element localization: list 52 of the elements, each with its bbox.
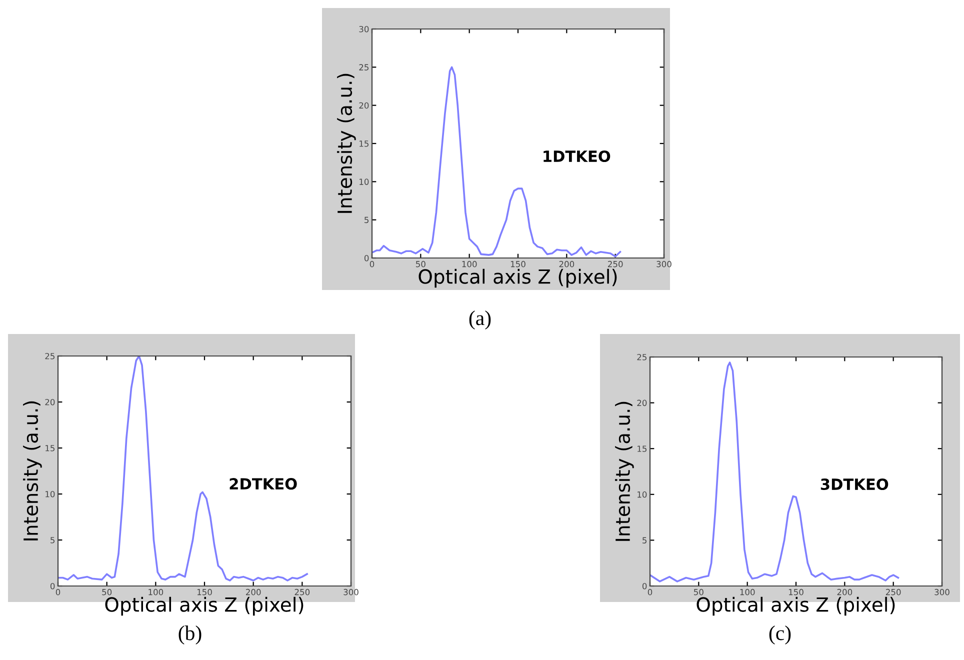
x-tick-label: 150 xyxy=(510,260,526,268)
x-tick-label: 250 xyxy=(886,588,901,596)
y-tick-label: 15 xyxy=(46,445,54,452)
x-tick-label: 250 xyxy=(294,588,310,596)
annotation: 3DTKEO xyxy=(820,478,888,490)
y-tick-label: 5 xyxy=(50,537,54,544)
x-tick-label: 300 xyxy=(344,588,358,596)
y-tick-label: 20 xyxy=(359,102,369,109)
y-tick-label: 0 xyxy=(364,254,369,262)
y-tick-label: 15 xyxy=(638,446,646,452)
x-tick-label: 50 xyxy=(102,588,112,596)
x-tick-label: 100 xyxy=(462,260,477,268)
y-tick-label: 5 xyxy=(642,537,646,544)
y-tick-label: 0 xyxy=(50,582,55,590)
y-tick-label: 25 xyxy=(637,354,646,360)
x-tick-label: 300 xyxy=(934,588,950,596)
x-tick-label: 300 xyxy=(656,260,672,268)
x-axis-title: Optical axis Z (pixel) xyxy=(418,268,617,288)
y-tick-label: 0 xyxy=(642,582,647,590)
y-tick-label: 10 xyxy=(638,491,647,498)
text: (a) xyxy=(469,310,491,330)
y-axis-title: Intensity (a.u.) xyxy=(337,74,356,213)
y-tick-label: 25 xyxy=(359,64,368,70)
y-tick-label: 30 xyxy=(359,26,369,32)
y-tick-label: 10 xyxy=(46,490,55,498)
x-tick-label: 100 xyxy=(148,588,164,596)
x-tick-label: 200 xyxy=(837,588,852,596)
y-tick-label: 5 xyxy=(364,216,368,224)
x-axis-title: Optical axis Z (pixel) xyxy=(696,596,895,616)
x-tick-label: 0 xyxy=(56,588,60,596)
x-tick-label: 50 xyxy=(416,260,426,268)
x-tick-label: 0 xyxy=(648,588,652,596)
x-tick-label: 150 xyxy=(197,588,212,596)
x-axis-title: Optical axis Z (pixel) xyxy=(105,596,304,616)
x-tick-label: 50 xyxy=(694,588,704,596)
annotation: 2DTKEO xyxy=(230,478,297,490)
y-tick-label: 15 xyxy=(360,140,368,147)
x-tick-label: 0 xyxy=(370,260,374,268)
x-tick-label: 150 xyxy=(788,588,804,596)
x-tick-label: 250 xyxy=(608,260,623,268)
text: (c) xyxy=(769,626,791,644)
y-axis-title: Intensity (a.u.) xyxy=(23,401,42,540)
x-tick-label: 100 xyxy=(740,588,755,596)
y-tick-label: 20 xyxy=(45,398,55,406)
y-tick-label: 25 xyxy=(45,352,54,360)
y-tick-label: 10 xyxy=(360,178,369,185)
text: (b) xyxy=(178,626,202,644)
y-tick-label: 20 xyxy=(637,400,647,406)
y-axis-title: Intensity (a.u.) xyxy=(615,402,634,541)
x-tick-label: 200 xyxy=(559,260,574,268)
x-tick-label: 200 xyxy=(246,588,261,596)
annotation: 1DTKEO xyxy=(544,150,610,162)
